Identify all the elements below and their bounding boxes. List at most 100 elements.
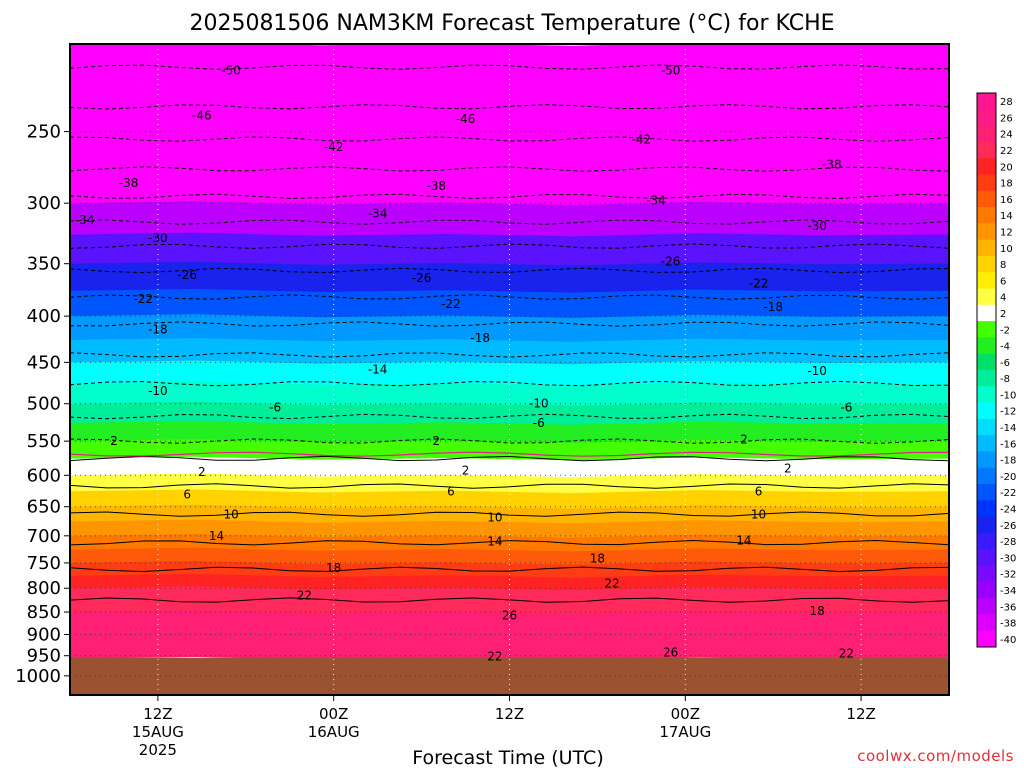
colorbar-swatch [977,598,996,615]
contour-label: -34 [75,213,95,227]
colorbar-label: 26 [1000,113,1013,124]
y-axis: 2503003504004505005506006507007508008509… [15,122,70,687]
colorbar-label: 12 [1000,228,1013,239]
contour-label: 14 [736,533,751,547]
contour-label: 10 [224,507,239,521]
contour-label: -18 [148,323,168,337]
x-tick-label: 12Z [495,705,524,723]
x-tick-label: 15AUG [132,723,184,741]
y-tick-label: 750 [27,553,61,574]
colorbar-swatch [977,549,996,567]
below-ground-area [70,657,949,695]
colorbar-swatch [977,174,996,192]
colorbar-label: -38 [1000,619,1016,630]
temperature-band [70,88,949,135]
colorbar-swatch [977,223,996,241]
colorbar-label: 24 [1000,130,1013,141]
contour-label: 26 [663,645,678,659]
colorbar-swatch [977,484,996,501]
contour-line [70,511,949,517]
contour-label: -30 [148,231,168,245]
contour-label: 2 [110,434,118,448]
y-tick-label: 950 [27,646,61,667]
colorbar-label: 6 [1000,276,1006,287]
y-tick-label: 1000 [15,666,61,687]
y-tick-label: 850 [27,602,61,623]
temperature-band [70,456,949,479]
temperature-band [70,632,949,661]
colorbar-label: -40 [1000,635,1016,646]
colorbar-label: 2 [1000,309,1006,320]
colorbar-swatch [977,435,996,452]
temperature-band [70,610,949,638]
x-tick-label: 16AUG [308,723,360,741]
colorbar-swatch [977,239,996,257]
x-tick-label: 12Z [846,705,875,723]
temperature-band [70,314,949,343]
contour-label: 6 [447,484,455,498]
contour-label: -18 [763,300,783,314]
contour-label: 18 [590,552,605,566]
colorbar-label: -4 [1000,342,1010,353]
y-tick-label: 300 [27,193,61,214]
y-tick-label: 800 [27,578,61,599]
contour-line [70,483,949,489]
colorbar-label: -22 [1000,488,1016,499]
temperature-band [70,360,949,387]
colorbar-swatch [977,516,996,534]
colorbar-swatch [977,288,996,306]
colorbar-label: -36 [1000,602,1016,613]
contour-line [70,455,949,462]
contour-label: 6 [755,484,763,498]
y-tick-label: 250 [27,122,61,143]
temperature-band [70,401,949,426]
contour-label: -38 [119,176,139,190]
y-tick-label: 600 [27,465,61,486]
x-tick-label: 00Z [671,705,700,723]
colorbar-swatch [977,581,996,599]
colorbar-swatch [977,255,996,273]
colorbar-swatch [977,451,996,469]
contour-label: -10 [148,384,168,398]
contour-label: -6 [269,401,281,415]
colorbar-label: -18 [1000,456,1016,467]
contour-label: -10 [529,397,549,411]
contour-label: 14 [209,529,224,543]
contour-label: 6 [183,487,191,501]
contour-label: 18 [810,604,825,618]
colorbar-label: -16 [1000,439,1016,450]
colorbar-label: 4 [1000,293,1006,304]
grid [70,44,949,695]
contour-label: -22 [133,292,153,306]
temperature-band [70,586,949,615]
colorbar-label: -30 [1000,553,1016,564]
contour-label: 2 [462,464,470,478]
temperature-bands [70,44,949,661]
colorbar-label: -6 [1000,358,1010,369]
contour-labels: -50 -50 -46 -46 -42 -42 -38 -38 -38 -34 -34 -34 -30 -… [75,64,854,664]
colorbar-label: -26 [1000,521,1016,532]
colorbar-swatch [977,109,996,127]
colorbar-swatch [977,353,996,371]
colorbar-label: -2 [1000,325,1010,336]
colorbar-label: -14 [1000,423,1016,434]
contour-label: -22 [441,297,461,311]
temperature-band [70,129,949,172]
colorbar-swatch [977,418,996,436]
temperature-band [70,534,949,553]
colorbar-label: -20 [1000,472,1016,483]
temperature-band [70,44,949,93]
contour-label: 14 [487,534,502,548]
credit-link[interactable]: coolwx.com/models [857,747,1014,765]
contour-label: -6 [840,401,852,415]
contour-line [70,566,949,573]
colorbar-label: 14 [1000,211,1013,222]
colorbar-swatch [977,630,996,648]
temperature-band [70,473,949,495]
colorbar-swatch [977,402,996,420]
colorbar-swatch [977,125,996,143]
colorbar-label: 22 [1000,146,1013,157]
colorbar-swatch [977,500,996,518]
temperature-band [70,261,949,294]
